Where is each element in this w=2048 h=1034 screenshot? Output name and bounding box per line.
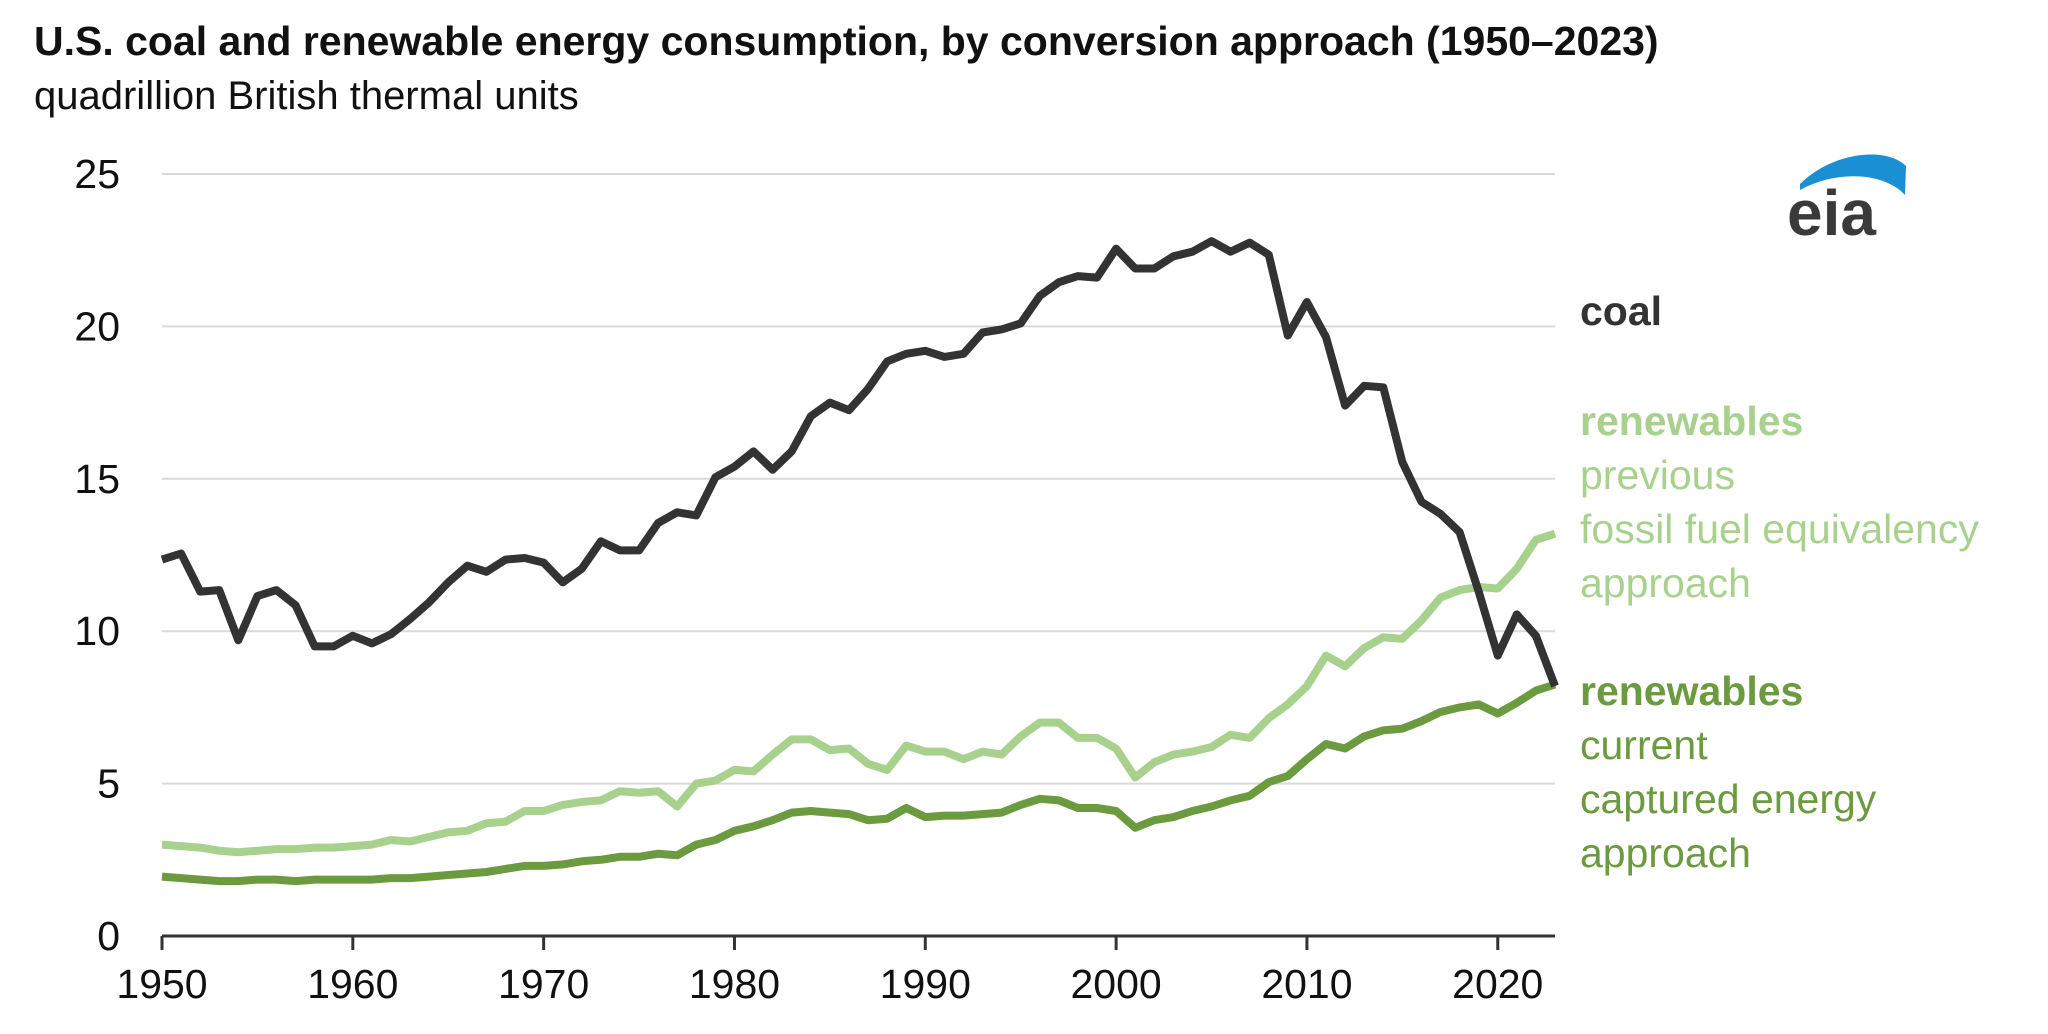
series-line-renewables-previous: [161, 529, 1557, 857]
series-label-coal: coal: [1580, 288, 1662, 334]
x-tick-label: 1990: [880, 961, 971, 1007]
gridlines: [162, 173, 1555, 785]
series-label-renewables-previous: previous: [1580, 452, 1735, 498]
eia-logo-text: eia: [1787, 177, 1876, 249]
chart-title: U.S. coal and renewable energy consumpti…: [34, 18, 1659, 64]
y-tick-label: 15: [74, 456, 120, 502]
series-line-renewables-current: [161, 680, 1557, 886]
x-tick-label: 1960: [307, 961, 398, 1007]
x-tick-label: 2010: [1261, 961, 1352, 1007]
series-line-coal: [160, 237, 1559, 688]
series-label-renewables-current: current: [1580, 722, 1708, 768]
axes: 0 5 10 15 20 25 1950 1960 1970 1980 1990 2000 2010 20…: [74, 151, 1555, 1007]
x-tick-label: 2020: [1452, 961, 1543, 1007]
x-tick-label: 1950: [116, 961, 207, 1007]
y-tick-label: 0: [97, 913, 120, 959]
series-label-renewables-previous: fossil fuel equivalency: [1580, 506, 1979, 552]
eia-logo-arc-icon: [1800, 154, 1906, 195]
x-tick-label: 2000: [1071, 961, 1162, 1007]
series-label-renewables-current: approach: [1580, 830, 1751, 876]
series-label-renewables-previous: renewables: [1580, 398, 1803, 444]
series-label-renewables-previous: approach: [1580, 560, 1751, 606]
series-label-renewables-current: captured energy: [1580, 776, 1877, 822]
x-tick-label: 1980: [689, 961, 780, 1007]
chart-subtitle: quadrillion British thermal units: [34, 74, 579, 118]
x-tick-label: 1970: [498, 961, 589, 1007]
y-tick-label: 10: [74, 608, 120, 654]
series-labels: coal renewables previous fossil fuel equiva…: [1580, 288, 1979, 876]
y-tick-label: 20: [74, 303, 120, 349]
eia-logo: eia: [1787, 154, 1906, 249]
series-label-renewables-current: renewables: [1580, 668, 1803, 714]
series-lines: [160, 237, 1559, 886]
y-tick-label: 5: [97, 761, 120, 807]
y-tick-label: 25: [74, 151, 120, 197]
